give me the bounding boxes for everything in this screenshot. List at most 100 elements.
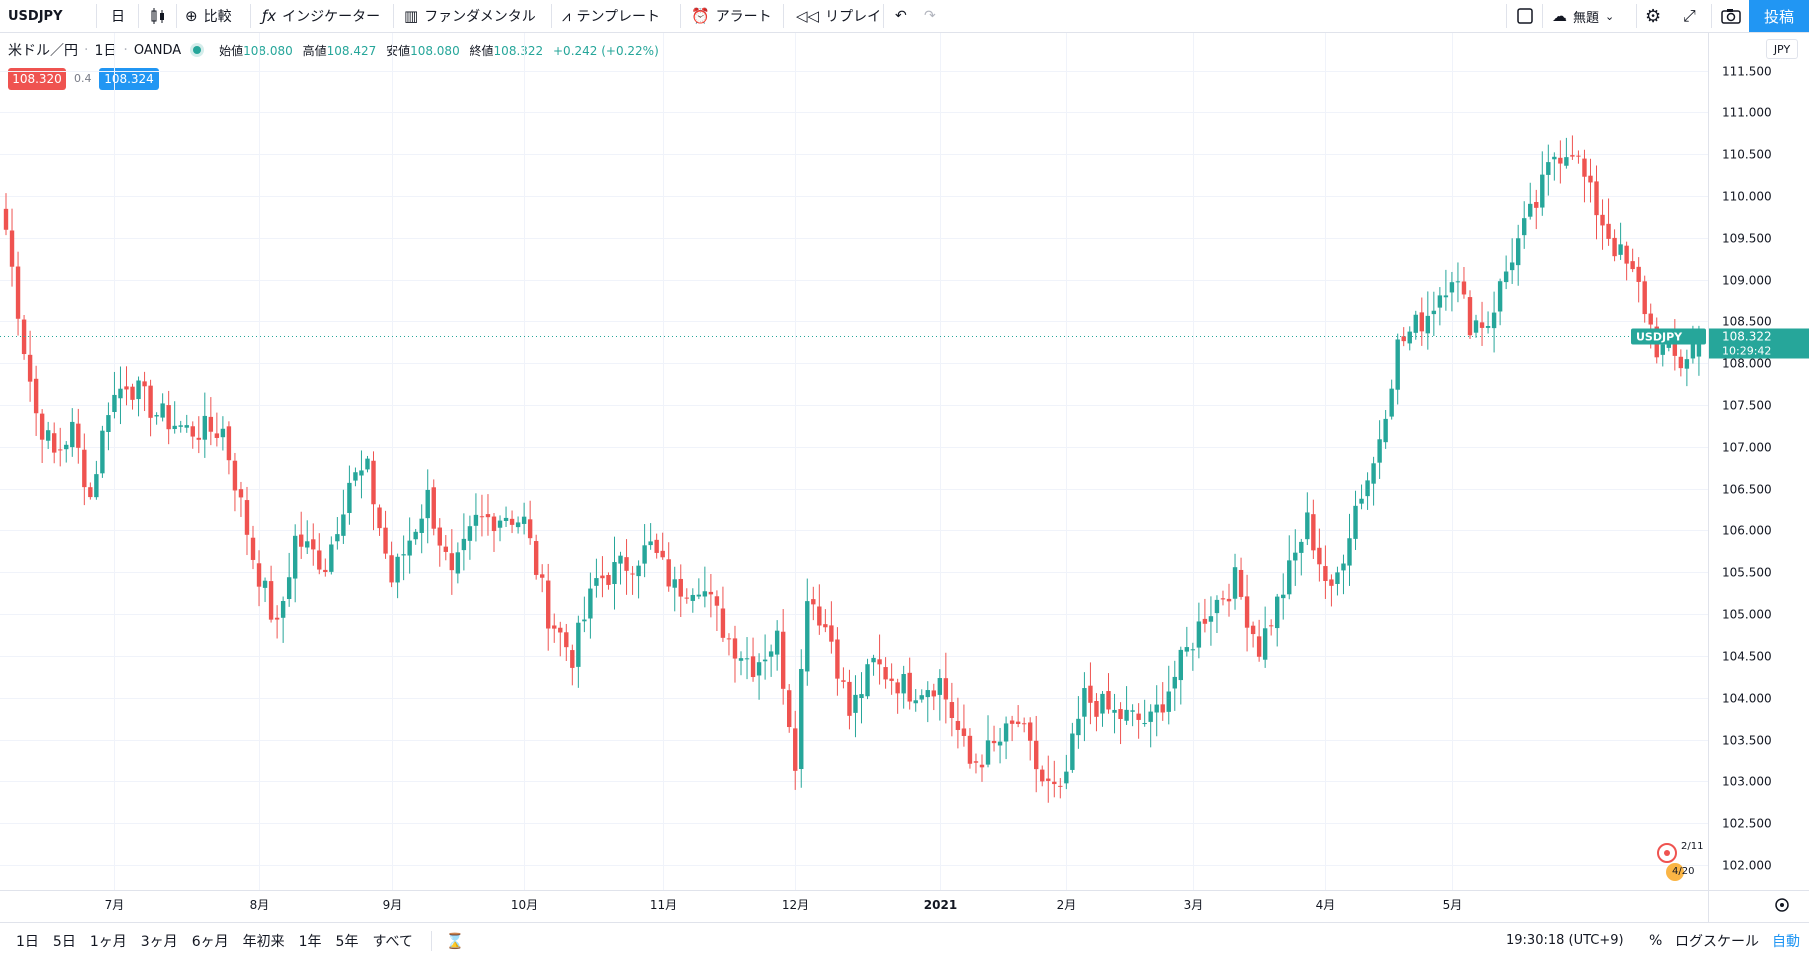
candle-body [1275, 596, 1280, 629]
candle-body [1040, 769, 1045, 782]
compare-button[interactable]: ⊕ 比較 [185, 0, 232, 32]
goto-date-icon[interactable]: ⌛ [445, 931, 465, 950]
chart-style-button[interactable] [149, 0, 167, 32]
snapshot-button[interactable] [1720, 0, 1742, 32]
auto-scale-toggle[interactable]: 自動 [1772, 933, 1800, 950]
price-tick-label: 108.000 [1722, 357, 1772, 371]
redo-button[interactable]: ↷ [924, 0, 936, 32]
settings-button[interactable]: ⚙ [1645, 0, 1661, 32]
range-button[interactable]: 1年 [298, 933, 322, 950]
sell-price-button[interactable]: 108.320 [8, 68, 66, 90]
candle-body [1009, 720, 1015, 724]
range-button[interactable]: 5年 [335, 933, 359, 950]
candle-body [1497, 281, 1503, 312]
candle-body [437, 527, 442, 546]
candle-body [1202, 618, 1208, 624]
range-button[interactable]: 3ヶ月 [140, 933, 178, 950]
candle-body [594, 578, 599, 586]
clock-timezone[interactable]: 19:30:18 (UTC+9) [1506, 933, 1624, 948]
post-button[interactable]: 投稿 [1749, 0, 1809, 32]
candle-body [323, 569, 328, 573]
candle-body [1576, 155, 1581, 157]
candle-body [214, 433, 220, 438]
percent-scale-toggle[interactable]: % [1649, 932, 1663, 949]
candle-body [455, 552, 461, 574]
currency-button[interactable]: JPY [1766, 39, 1798, 59]
range-button[interactable]: 1ヶ月 [89, 933, 127, 950]
layout-menu[interactable]: ☁ 無題 ⌄ [1552, 0, 1614, 32]
candle-body [1094, 701, 1099, 717]
candle-body [1696, 336, 1702, 357]
candle-body [889, 678, 894, 681]
toolbar-divider [1506, 4, 1507, 28]
log-scale-toggle[interactable]: ログスケール [1675, 933, 1759, 950]
market-status-dot[interactable] [193, 46, 202, 54]
toolbar-divider [96, 4, 97, 28]
candle-body [39, 413, 45, 440]
replay-button[interactable]: ◁◁ リプレイ [796, 0, 881, 32]
candle-body [799, 668, 804, 770]
range-button[interactable]: 1日 [16, 933, 39, 950]
change-value: +0.242 (+0.22%) [553, 43, 659, 58]
range-button[interactable]: 5日 [52, 933, 76, 950]
toolbar-divider [883, 4, 884, 28]
candle-body [70, 421, 75, 448]
toolbar-divider [138, 4, 139, 28]
candle-body [1491, 312, 1497, 329]
fullscreen-button[interactable]: ⤢ [1683, 0, 1696, 32]
candle-body [1690, 343, 1696, 359]
candle-body [112, 394, 117, 412]
candle-body [479, 516, 485, 518]
fullscreen-layout-button[interactable] [1516, 0, 1534, 32]
candle-body [473, 514, 479, 526]
candle-body [244, 500, 250, 535]
candle-body [1335, 572, 1340, 584]
candle-body [94, 474, 99, 498]
candle-body [726, 638, 732, 640]
top-toolbar: USDJPY 日 ⊕ 比較 ƒx インジケーター ▥ ファンダメンタル ⩘ テン… [0, 0, 1809, 33]
candle-body [64, 444, 69, 450]
buy-price-button[interactable]: 108.324 [99, 68, 159, 90]
candle-body [1196, 621, 1202, 648]
range-button[interactable]: 6ヶ月 [191, 933, 229, 950]
candle-body [780, 631, 786, 689]
candle-body [371, 460, 376, 505]
high-label: 高値 [302, 43, 327, 58]
candle-body [226, 426, 232, 461]
candle-body [666, 559, 671, 587]
price-scale-tag-price: 108.322 [1722, 330, 1772, 344]
candle-body [1413, 314, 1418, 333]
undo-button[interactable]: ↶ [895, 0, 907, 32]
indicators-button[interactable]: ƒx インジケーター [262, 0, 380, 32]
symbol-price-tag [1631, 328, 1706, 345]
candle-body [907, 672, 912, 702]
toolbar-divider [680, 4, 681, 28]
candle-body [859, 694, 864, 699]
close-value: 108.322 [493, 43, 544, 58]
alert-button[interactable]: ⏰ アラート [691, 0, 772, 32]
candle-body [461, 538, 467, 551]
gear-icon: ⚙ [1645, 5, 1662, 27]
candle-body [961, 728, 967, 736]
candle-body [1624, 245, 1629, 264]
candle-body [600, 575, 605, 579]
economic-events: 2/11 4/20 [1657, 841, 1703, 881]
current-price-label: USDJPY 108.322 10:29:42 [1631, 328, 1809, 359]
templates-button[interactable]: ⩘ テンプレート [562, 0, 660, 32]
fundamentals-button[interactable]: ▥ ファンダメンタル [404, 0, 536, 32]
interval-button[interactable]: 日 [111, 9, 125, 25]
range-button[interactable]: 年初来 [242, 933, 285, 950]
candle-body [1642, 281, 1647, 315]
candle-body [491, 516, 497, 532]
price-tick-label: 106.000 [1722, 524, 1772, 538]
camera-icon [1721, 9, 1741, 24]
candle-body [1636, 266, 1641, 282]
range-button[interactable]: すべて [372, 933, 413, 950]
candle-body [383, 527, 388, 554]
candle-body [76, 423, 81, 448]
candle-body [883, 667, 888, 680]
symbol-search[interactable]: USDJPY [8, 8, 63, 24]
candle-body [1558, 157, 1563, 164]
candle-body [630, 573, 635, 575]
